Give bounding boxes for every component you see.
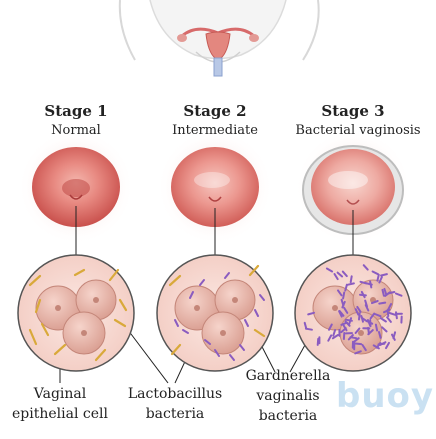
gardnerella-rod [348,283,354,284]
watermark-logo: buoy [336,376,434,416]
gardnerella-rod [306,329,312,330]
micro-circle-3 [295,255,411,371]
gardnerella-label-line3: bacteria [236,406,340,426]
stage-2-title: Stage 2 [175,102,255,120]
gardnerella-label-line1: Gardnerella [236,366,340,386]
gardnerella-rod [355,344,361,345]
gardnerella-rod [379,303,385,304]
micro-circle-1 [18,255,134,371]
stage-3-subtitle: Bacterial vaginosis [283,123,433,138]
stage-1-subtitle: Normal [26,123,126,138]
epithelial-label-line2: epithelial cell [4,404,116,424]
gardnerella-rod [318,339,319,345]
epithelial-label-line1: Vaginal [8,384,112,404]
gardnerella-rod [359,314,360,320]
stage-1-title: Stage 1 [36,102,116,120]
gardnerella-rod [343,293,344,299]
gardnerella-rod [383,290,384,296]
gardnerella-rod [388,292,394,293]
lactobacillus-label-line1: Lactobacillus [120,384,230,404]
gardnerella-rod [350,337,356,338]
micro-circle-2 [157,255,273,371]
stage-2-subtitle: Intermediate [155,123,275,138]
gardnerella-rod [381,274,387,275]
lactobacillus-label-line2: bacteria [120,404,230,424]
gardnerella-rod [388,310,389,316]
stage-3-title: Stage 3 [313,102,393,120]
gardnerella-rod [376,325,377,331]
gardnerella-rod [346,320,352,321]
gardnerella-rod [377,275,378,281]
gardnerella-label-line2: vaginalis [236,386,340,406]
gardnerella-rod [351,276,352,282]
